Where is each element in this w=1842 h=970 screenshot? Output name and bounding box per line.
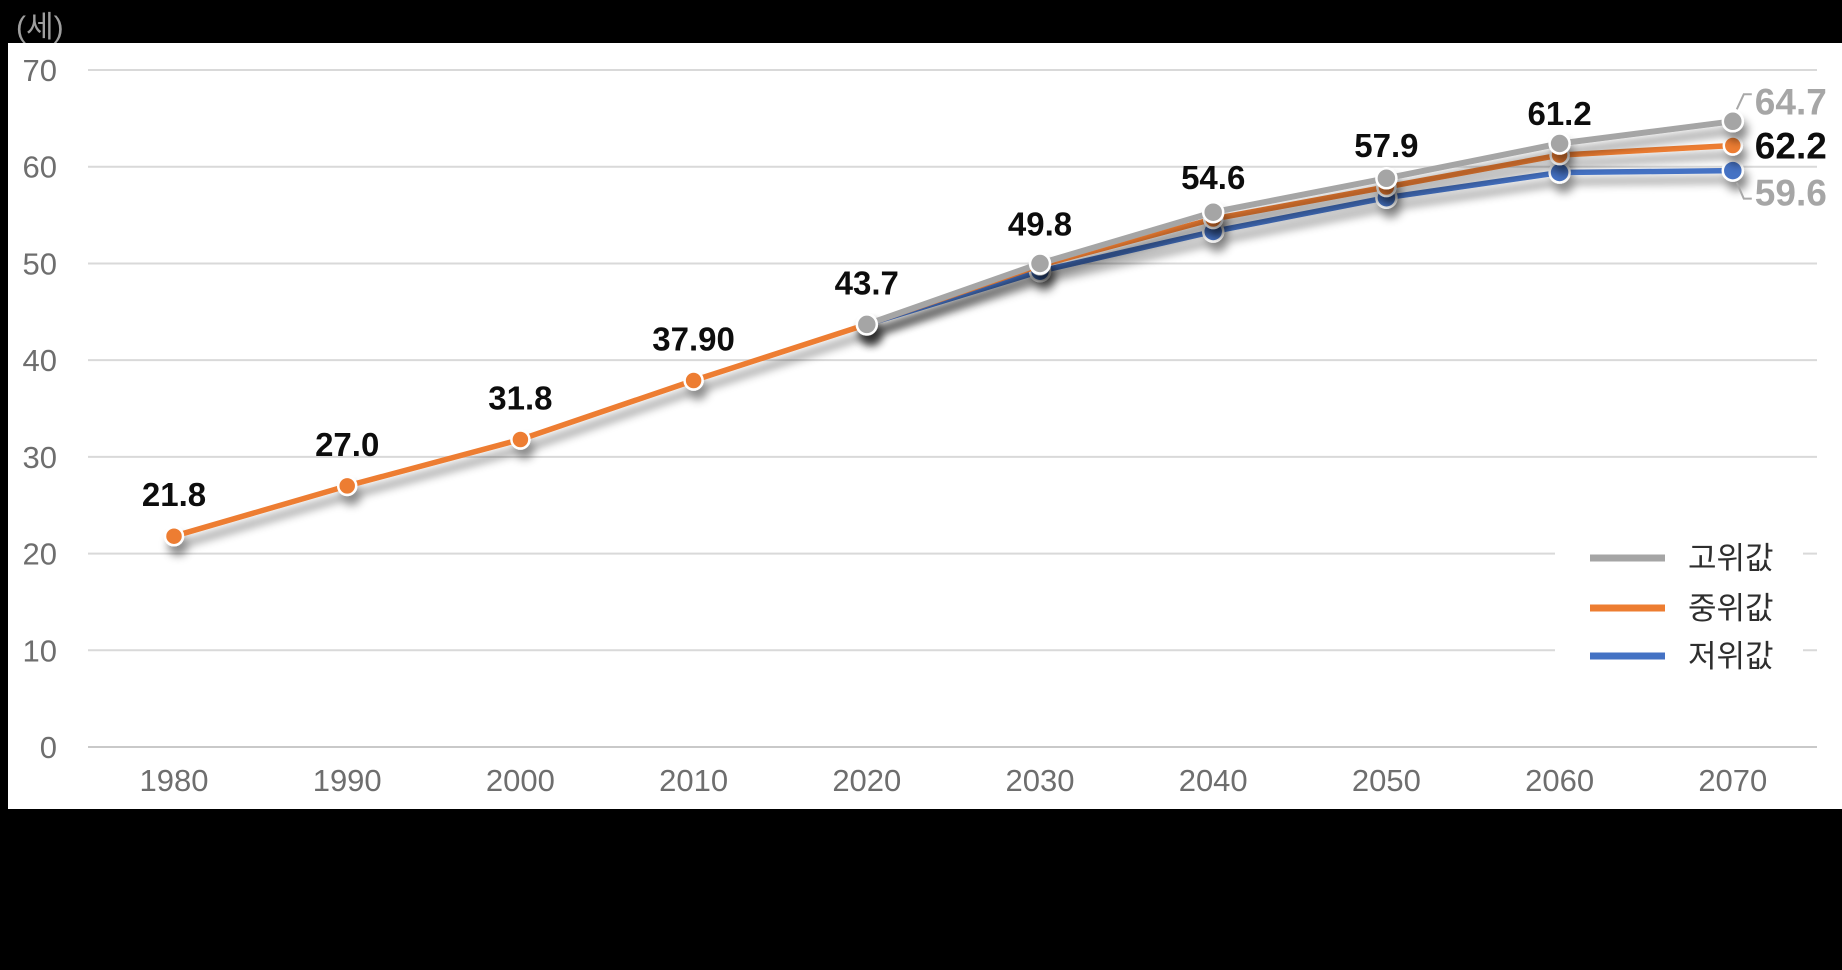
x-axis-tick-label: 2010 [659,763,728,798]
end-label-mid: 62.2 [1755,125,1827,166]
y-axis-tick-label: 20 [23,537,57,572]
data-label: 31.8 [488,379,552,416]
data-label: 37.90 [652,320,735,357]
data-label: 49.8 [1008,205,1072,242]
data-point-marker-mid [1722,135,1744,156]
data-point-marker-mid [163,525,185,547]
data-point-marker-high [1548,132,1571,155]
data-point-marker-mid [510,429,531,450]
x-axis-tick-label: 2040 [1179,763,1248,798]
data-point-marker-mid [683,370,704,391]
y-axis-tick-label: 60 [23,150,57,185]
data-label: 61.2 [1527,95,1591,132]
leader-line-high [1735,93,1752,110]
x-axis-tick-label: 2060 [1525,763,1594,798]
y-axis-tick-label: 30 [23,440,57,475]
y-axis-unit-label: (세) [16,11,64,44]
data-point-marker-mid [336,475,358,497]
x-axis-tick-label: 2020 [832,763,901,798]
x-axis-tick-label: 2030 [1006,763,1075,798]
y-axis-tick-label: 0 [40,730,57,765]
data-point-marker-low [1548,161,1571,184]
leader-line-low [1735,182,1752,200]
legend-item: 저위값 [1590,639,1774,674]
x-axis-tick-label: 2000 [486,763,555,798]
data-label: 43.7 [835,264,899,301]
y-axis-tick-label: 50 [23,246,57,281]
end-label-high: 64.7 [1755,81,1827,122]
data-label: 21.8 [142,476,206,513]
x-axis-tick-label: 1980 [140,763,209,798]
legend-label: 고위값 [1688,541,1774,576]
data-point-marker-high [1201,200,1225,224]
plot-area [8,43,1842,809]
series-line-high [863,118,1736,328]
data-point-marker-high [855,313,879,336]
y-axis-tick-label: 40 [23,343,57,378]
data-point-marker-high [1721,110,1745,133]
data-point-marker-high [1028,252,1052,275]
legend-label: 저위값 [1688,639,1774,674]
end-label-low: 59.6 [1755,173,1827,214]
y-axis-tick-label: 70 [23,53,57,88]
data-label: 27.0 [315,426,379,463]
data-label: 54.6 [1181,159,1245,196]
x-axis-tick-label: 1990 [313,763,382,798]
data-point-marker-low [1721,159,1745,182]
series-high [855,110,1745,336]
legend-item: 중위값 [1590,591,1774,626]
series-line-low [864,167,1736,328]
data-label: 57.9 [1354,127,1418,164]
data-point-marker-high [1375,167,1398,190]
x-axis-tick-label: 2050 [1352,763,1421,798]
legend-label: 중위값 [1688,591,1774,626]
legend-item: 고위값 [1590,541,1774,576]
x-axis-tick-label: 2070 [1698,763,1767,798]
y-axis-tick-label: 10 [23,633,57,668]
